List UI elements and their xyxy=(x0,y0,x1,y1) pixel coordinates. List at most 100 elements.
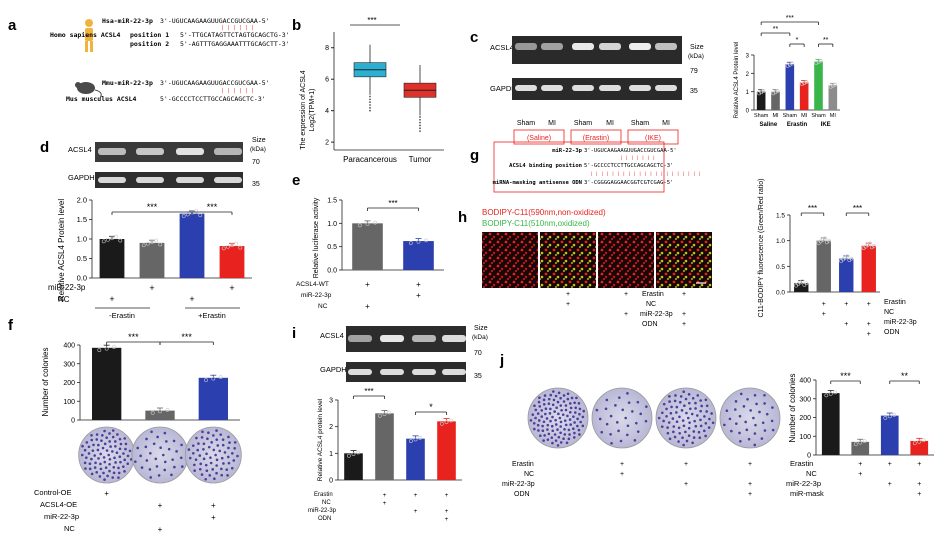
row-label-d-nc: NC xyxy=(58,295,70,304)
plus-sign: + xyxy=(917,491,921,498)
colony xyxy=(96,448,100,452)
colony xyxy=(610,441,613,445)
band-acsl4 xyxy=(98,148,126,155)
colony xyxy=(711,421,715,425)
data-point xyxy=(204,378,208,382)
colony xyxy=(633,439,637,442)
bar xyxy=(821,393,840,455)
group-ike-c: (IKE) xyxy=(645,135,661,142)
data-point xyxy=(773,90,778,95)
blot-label-i-acsl4: ACSL4 xyxy=(320,331,344,340)
colony xyxy=(754,423,757,427)
colony xyxy=(730,429,733,433)
data-point xyxy=(154,238,159,243)
colony xyxy=(705,410,708,413)
colony xyxy=(83,448,87,452)
colony-dish xyxy=(78,426,136,484)
colony xyxy=(551,441,554,445)
mmu-seq: 3'-UGUCAAGAAGUUGACCGUCGAA-5' xyxy=(160,79,270,87)
colony xyxy=(568,433,571,436)
colony xyxy=(542,398,546,402)
ylabel-h: C11-BODIPY fluorescence (Green/Red ratio… xyxy=(758,178,765,317)
band-gapdh xyxy=(136,177,164,183)
colony xyxy=(582,409,586,413)
colony xyxy=(87,452,91,455)
data-point xyxy=(816,60,821,64)
colony xyxy=(112,471,116,475)
colony xyxy=(196,448,200,452)
band-gapdh xyxy=(655,85,677,91)
panel-g: g miR-22-3p 3'-UGUCAAGAAGUUGACCGUCGAA-5'… xyxy=(470,141,701,193)
colony xyxy=(99,462,102,466)
data-point xyxy=(194,209,199,214)
outlier xyxy=(369,101,371,104)
colony xyxy=(551,429,555,433)
significance-label: *** xyxy=(128,332,139,342)
band-acsl4 xyxy=(380,335,404,342)
colony xyxy=(204,463,208,467)
bar xyxy=(375,413,394,480)
ylabel-b2: Log2(TPM+1) xyxy=(309,89,316,132)
colony xyxy=(163,468,167,472)
colony xyxy=(103,442,107,446)
colony xyxy=(604,407,608,411)
i-row-nc: NC xyxy=(322,500,331,506)
colony xyxy=(113,440,117,443)
plus-sign: + xyxy=(620,471,624,478)
row-label-f-nc: NC xyxy=(64,524,75,533)
colony xyxy=(687,434,691,437)
colony xyxy=(204,477,207,481)
plus-sign: + xyxy=(684,481,688,488)
colony xyxy=(755,402,758,406)
colony xyxy=(205,469,209,473)
western-blot-d-gapdh xyxy=(95,172,243,188)
y-tick-label: 2 xyxy=(325,140,329,147)
bar xyxy=(910,440,929,455)
data-point xyxy=(230,243,234,248)
g-row1-label: miR-22-3p xyxy=(552,148,582,154)
colony xyxy=(202,457,206,461)
ylabel-d: Relative ACSL4 Protein level xyxy=(57,199,66,302)
data-point xyxy=(387,410,392,415)
y-tick-label: 1.5 xyxy=(327,198,337,205)
data-point xyxy=(158,242,163,247)
size-label-i: Size xyxy=(474,325,488,332)
data-point xyxy=(346,453,351,458)
plus-sign: + xyxy=(365,280,370,289)
colony xyxy=(684,397,688,401)
j-chart-row-mask: miR-mask xyxy=(790,489,824,498)
colony xyxy=(541,424,544,428)
y-tick-label: 0.5 xyxy=(327,244,337,251)
colony xyxy=(546,428,549,431)
colony xyxy=(763,393,766,397)
colony xyxy=(739,439,742,443)
colony xyxy=(111,450,114,453)
band-acsl4 xyxy=(442,335,466,342)
colony xyxy=(672,425,676,428)
panel-letter-h: h xyxy=(458,209,467,226)
bar xyxy=(99,239,125,278)
data-point xyxy=(185,212,190,217)
bar xyxy=(145,410,175,420)
label-plus-erastin-d: +Erastin xyxy=(198,311,226,320)
colony xyxy=(657,416,661,420)
colony xyxy=(556,428,559,431)
plus-sign: + xyxy=(566,301,570,308)
hsa-label: Hsa-miR-22-3p xyxy=(102,17,153,25)
colony xyxy=(83,461,87,465)
colony xyxy=(703,415,706,418)
colony xyxy=(108,469,111,473)
colony xyxy=(117,466,120,470)
colony xyxy=(232,459,236,462)
colony xyxy=(578,412,581,416)
data-point xyxy=(150,410,155,415)
colony xyxy=(771,406,774,409)
colony xyxy=(170,473,173,477)
colony xyxy=(645,405,648,408)
bar xyxy=(816,240,831,292)
colony xyxy=(231,452,234,455)
significance-label: ** xyxy=(901,371,909,381)
colony xyxy=(215,429,218,432)
plus-sign: + xyxy=(748,481,752,488)
